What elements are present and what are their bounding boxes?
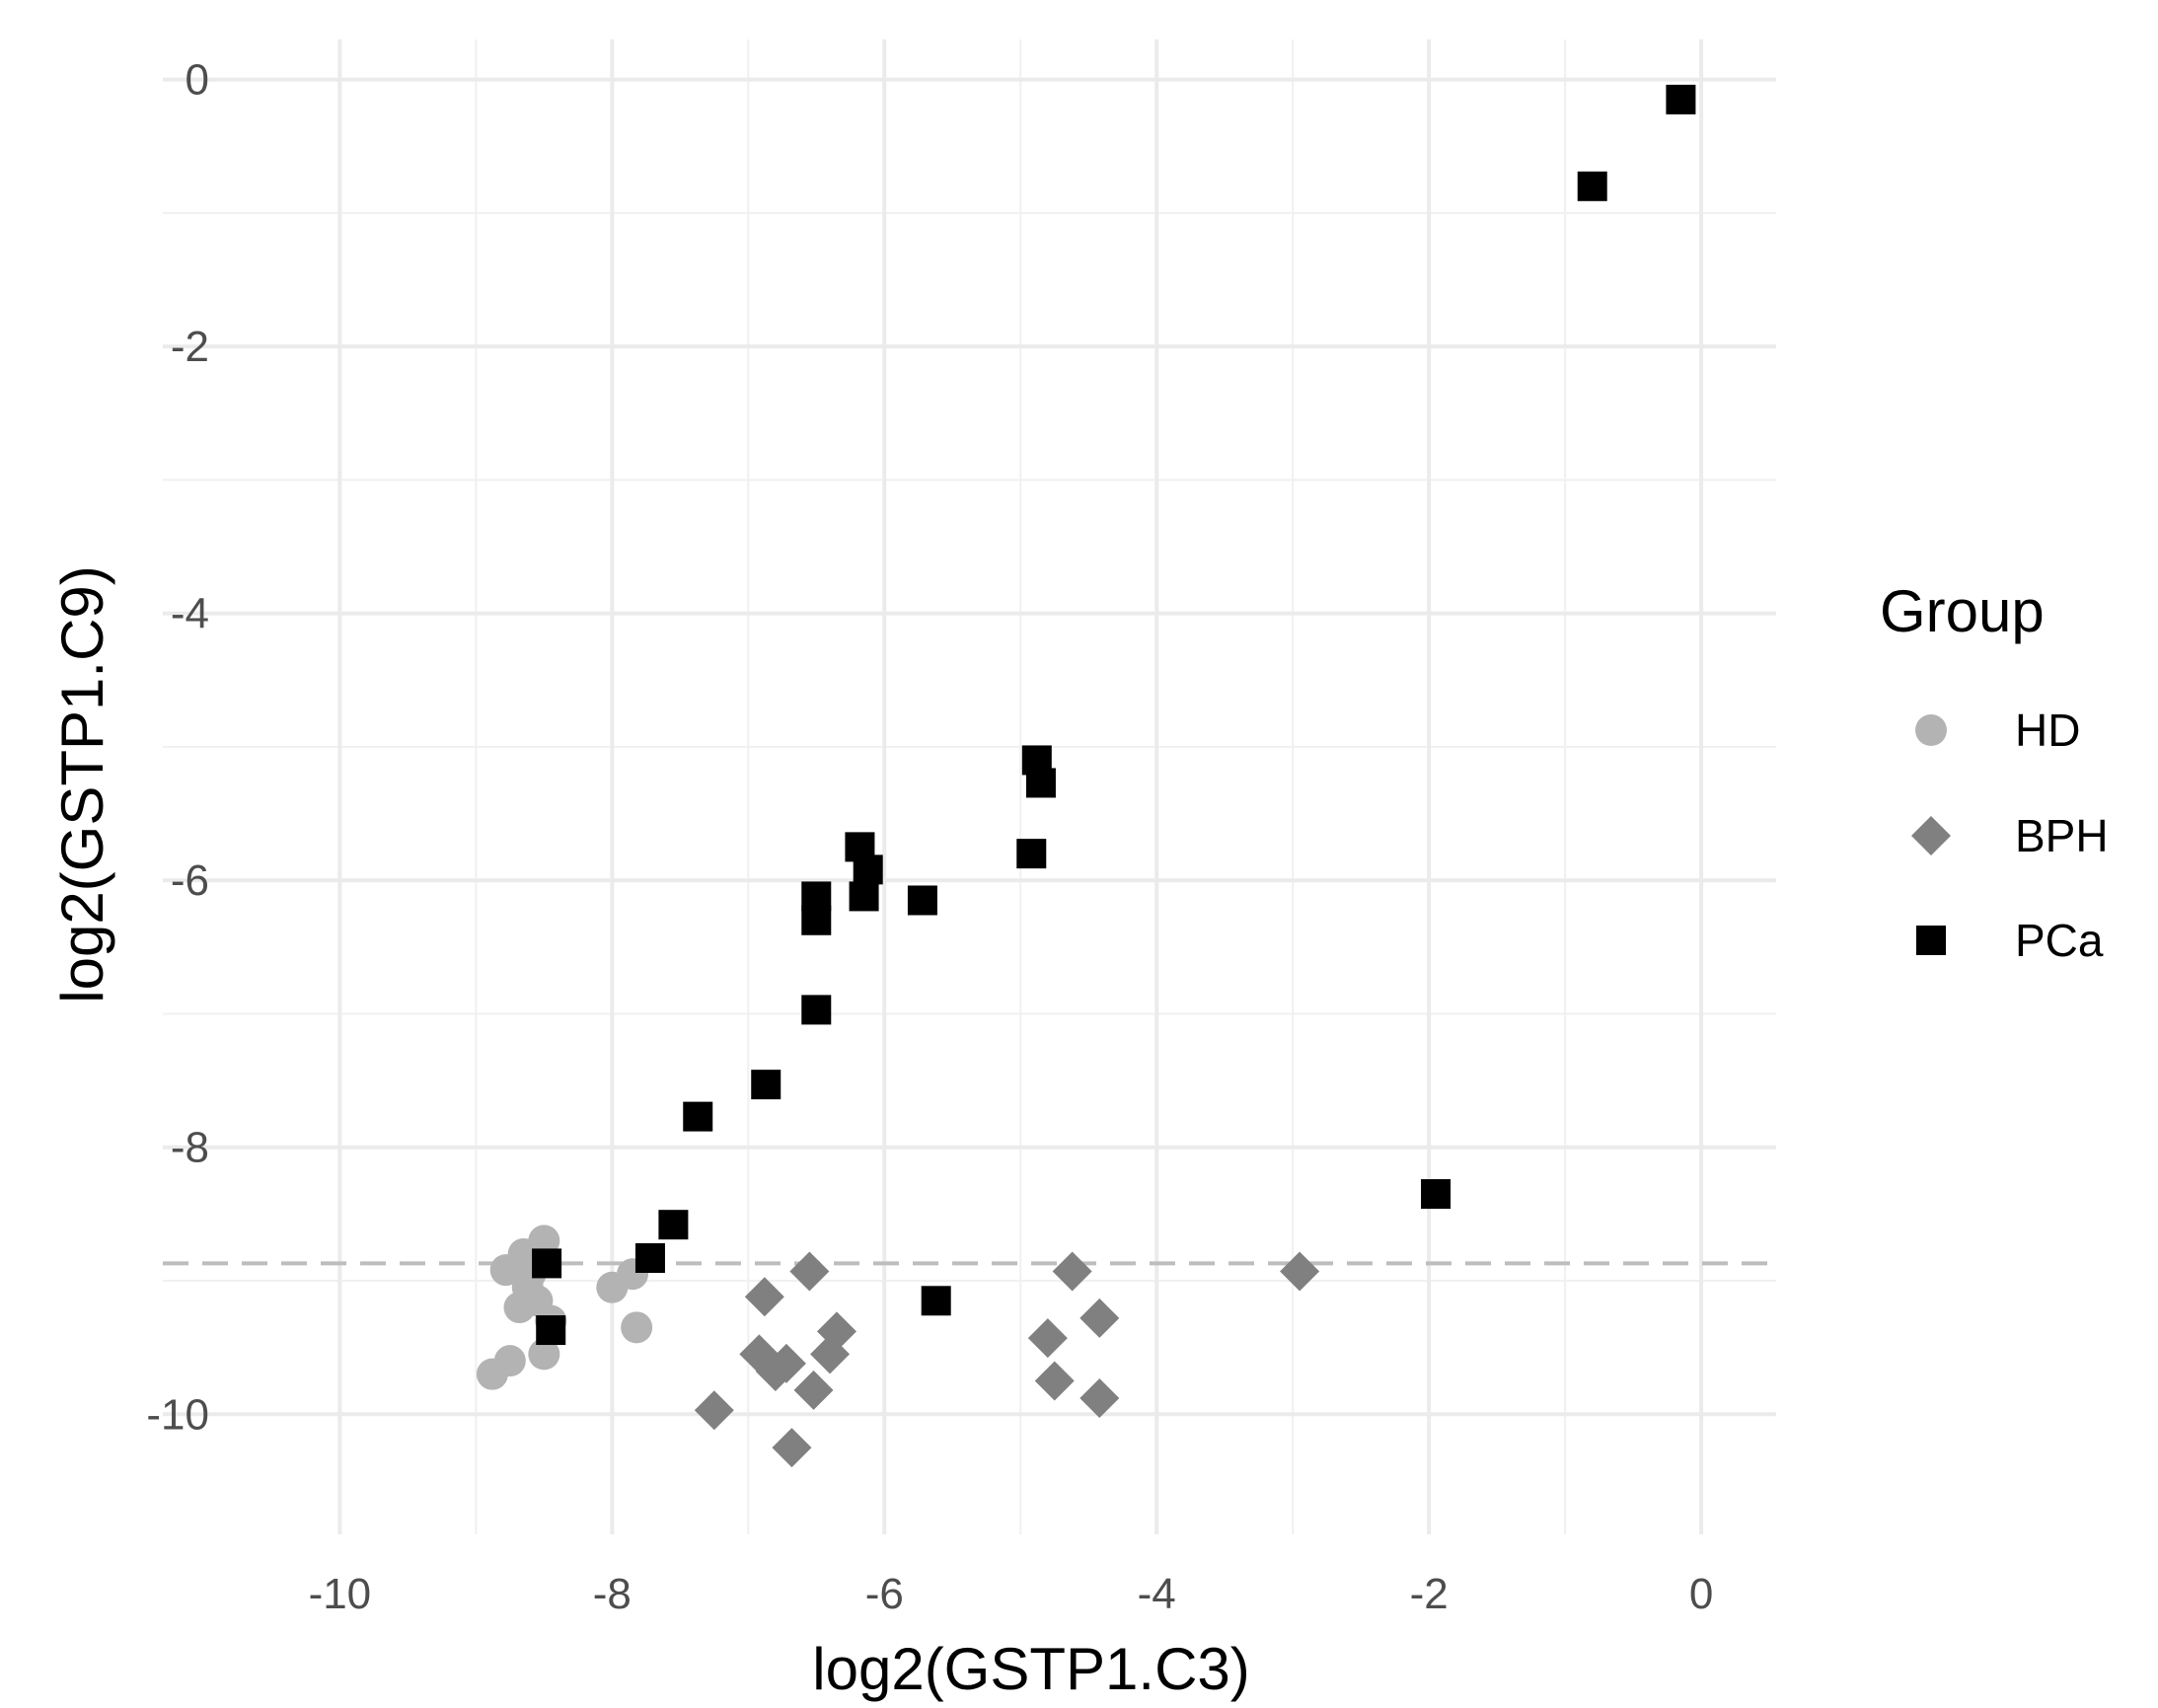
point-pca [751,1070,781,1100]
point-pca [801,905,832,935]
legend-label: BPH [2015,810,2109,861]
point-pca [1666,84,1696,114]
y-tick-label: -2 [171,323,209,371]
point-pca [532,1248,562,1279]
point-pca [658,1210,689,1240]
legend-label: PCa [2015,915,2104,966]
point-bph [1027,1318,1068,1359]
point-pca [1577,171,1607,201]
x-tick-label: -4 [1138,1570,1176,1618]
point-bph [1079,1378,1120,1419]
x-tick-label: -6 [865,1570,904,1618]
data-points [476,84,1696,1468]
point-hd [528,1338,560,1371]
point-pca [801,995,832,1025]
legend-entries: HD BPH PCa [1911,705,2109,966]
x-tick-labels: -10 -8 -6 -4 -2 0 [309,1570,1714,1618]
point-pca [921,1286,951,1316]
legend-title: Group [1880,578,2045,644]
series-hd [476,1225,653,1390]
x-tick-label: 0 [1689,1570,1713,1618]
point-bph [1079,1298,1120,1338]
legend-key-hd [1915,714,1947,746]
x-tick-label: -8 [593,1570,632,1618]
point-bph [766,1343,806,1383]
legend-key-pca [1916,926,1946,955]
point-bph [694,1390,734,1431]
x-tick-label: -2 [1410,1570,1449,1618]
y-axis-title: log2(GSTP1.C9) [49,565,115,1003]
point-pca [849,881,879,912]
y-tick-label: -6 [171,856,209,905]
legend-entry-bph: BPH [1911,810,2109,861]
grid-minor [163,39,1776,1534]
point-pca [1025,768,1056,798]
point-pca [1421,1179,1451,1210]
x-tick-label: -10 [309,1570,372,1618]
point-pca [683,1101,713,1132]
series-pca [532,84,1696,1346]
y-tick-label: -8 [171,1124,209,1172]
point-bph [1280,1251,1320,1292]
legend-key-bph [1911,816,1951,855]
point-pca [536,1315,566,1346]
y-tick-label: 0 [186,56,209,105]
point-bph [810,1334,851,1374]
legend-entry-pca: PCa [1916,915,2104,966]
point-pca [853,854,883,885]
legend-label: HD [2015,705,2080,756]
point-pca [634,1242,665,1273]
point-pca [907,885,937,916]
point-bph [789,1251,830,1292]
point-bph [772,1428,812,1468]
point-hd [621,1311,653,1344]
y-tick-label: -4 [171,590,209,638]
point-bph [1034,1361,1075,1401]
point-hd [511,1271,544,1303]
y-tick-label: -10 [146,1390,209,1439]
series-bph [694,1251,1320,1468]
point-hd [476,1358,508,1390]
point-hd [489,1254,522,1287]
x-axis-title: log2(GSTP1.C3) [812,1636,1250,1702]
point-bph [744,1277,784,1317]
legend: Group HD BPH PCa [1880,578,2109,966]
y-tick-labels: 0 -2 -4 -6 -8 -10 [146,56,209,1440]
point-pca [1016,839,1047,869]
point-bph [1052,1251,1092,1292]
legend-entry-hd: HD [1915,705,2080,756]
point-bph [793,1370,834,1410]
